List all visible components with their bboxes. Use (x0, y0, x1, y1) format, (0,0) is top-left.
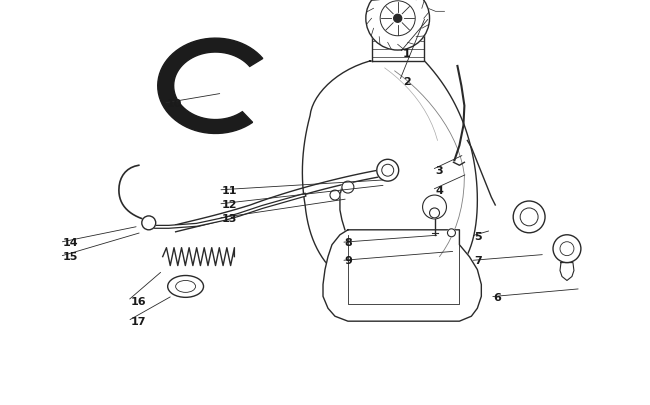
Polygon shape (158, 39, 263, 134)
Circle shape (394, 15, 402, 23)
Text: 8: 8 (344, 238, 352, 248)
Text: 11: 11 (222, 185, 237, 196)
Text: 4: 4 (435, 185, 443, 196)
Polygon shape (323, 230, 482, 322)
Circle shape (142, 216, 156, 230)
Ellipse shape (168, 276, 203, 298)
Text: 2: 2 (402, 77, 410, 87)
Circle shape (342, 182, 354, 194)
Polygon shape (560, 263, 574, 281)
Text: 16: 16 (131, 296, 146, 306)
Text: 6: 6 (493, 292, 501, 302)
Circle shape (430, 209, 439, 218)
Text: 12: 12 (222, 200, 237, 209)
Text: 3: 3 (435, 165, 443, 175)
Text: 14: 14 (63, 238, 79, 248)
Text: 13: 13 (222, 213, 237, 224)
Circle shape (366, 0, 430, 51)
Text: 9: 9 (344, 256, 352, 266)
Text: 15: 15 (63, 252, 78, 262)
Text: 5: 5 (474, 232, 482, 242)
Ellipse shape (374, 11, 422, 23)
Circle shape (514, 202, 545, 233)
Circle shape (330, 191, 340, 200)
Circle shape (553, 235, 581, 263)
Polygon shape (372, 22, 424, 62)
Circle shape (377, 160, 398, 182)
Text: 7: 7 (474, 256, 482, 266)
Text: 17: 17 (131, 316, 146, 326)
Polygon shape (302, 62, 477, 291)
Text: 1: 1 (402, 49, 410, 59)
Text: 10: 10 (166, 99, 182, 109)
Circle shape (447, 229, 456, 237)
